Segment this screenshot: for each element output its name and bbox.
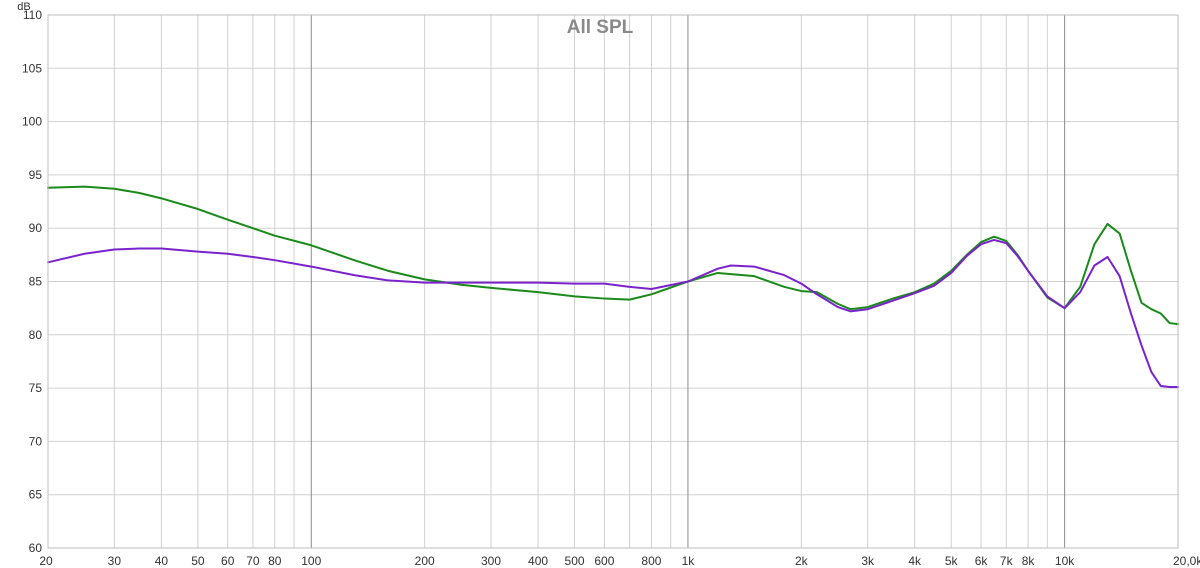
y-axis-ticks: 60 65 70 75 80 85 90 95 100 105 110: [22, 8, 42, 555]
x-tick-label: 80: [268, 554, 282, 568]
x-tick-label: 40: [155, 554, 169, 568]
x-tick-label: 10k: [1055, 554, 1075, 568]
x-axis-ticks: 20 30 40 50 60 70 80 100 200 300 400 500 600 800 1k 2k 3…: [39, 554, 1200, 568]
y-tick-label: 90: [29, 221, 43, 235]
series-group: [47, 185, 1179, 389]
x-tick-label: 100: [301, 554, 321, 568]
y-axis-unit-label: dB: [17, 1, 30, 13]
x-tick-label: 300: [481, 554, 501, 568]
chart-title: All SPL: [567, 17, 634, 38]
series-line-1: [47, 185, 1179, 326]
x-tick-label: 400: [528, 554, 548, 568]
x-tick-label: 30: [108, 554, 122, 568]
y-tick-label: 60: [29, 541, 43, 555]
x-tick-label: 3k: [861, 554, 875, 568]
y-tick-label: 85: [29, 275, 43, 289]
x-tick-label: 70: [246, 554, 260, 568]
x-tick-label: 50: [191, 554, 205, 568]
x-tick-label: 5k: [945, 554, 959, 568]
series-line-2: [47, 238, 1179, 389]
y-tick-label: 110: [23, 8, 42, 22]
y-tick-label: 95: [29, 168, 43, 182]
x-tick-label: 1k: [682, 554, 696, 568]
x-tick-label: 7k: [1000, 554, 1014, 568]
y-tick-label: 75: [29, 381, 43, 395]
x-tick-label: 200: [415, 554, 435, 568]
y-tick-label: 70: [29, 434, 43, 448]
y-tick-label: 80: [29, 328, 43, 342]
x-tick-label: 2k: [795, 554, 809, 568]
y-tick-label: 100: [22, 115, 42, 129]
y-tick-label: 65: [29, 488, 43, 502]
x-tick-label: 4k: [908, 554, 922, 568]
x-tick-label: 20: [39, 554, 53, 568]
x-tick-label: 600: [594, 554, 614, 568]
x-tick-label: 8k: [1022, 554, 1036, 568]
x-tick-label: 500: [565, 554, 585, 568]
x-tick-label: 6k: [975, 554, 989, 568]
x-tick-label: 20,0kHz: [1173, 554, 1200, 568]
plot-frame: [47, 14, 1179, 549]
x-tick-label: 60: [221, 554, 235, 568]
y-tick-label: 105: [22, 61, 42, 75]
x-tick-label: 800: [641, 554, 661, 568]
